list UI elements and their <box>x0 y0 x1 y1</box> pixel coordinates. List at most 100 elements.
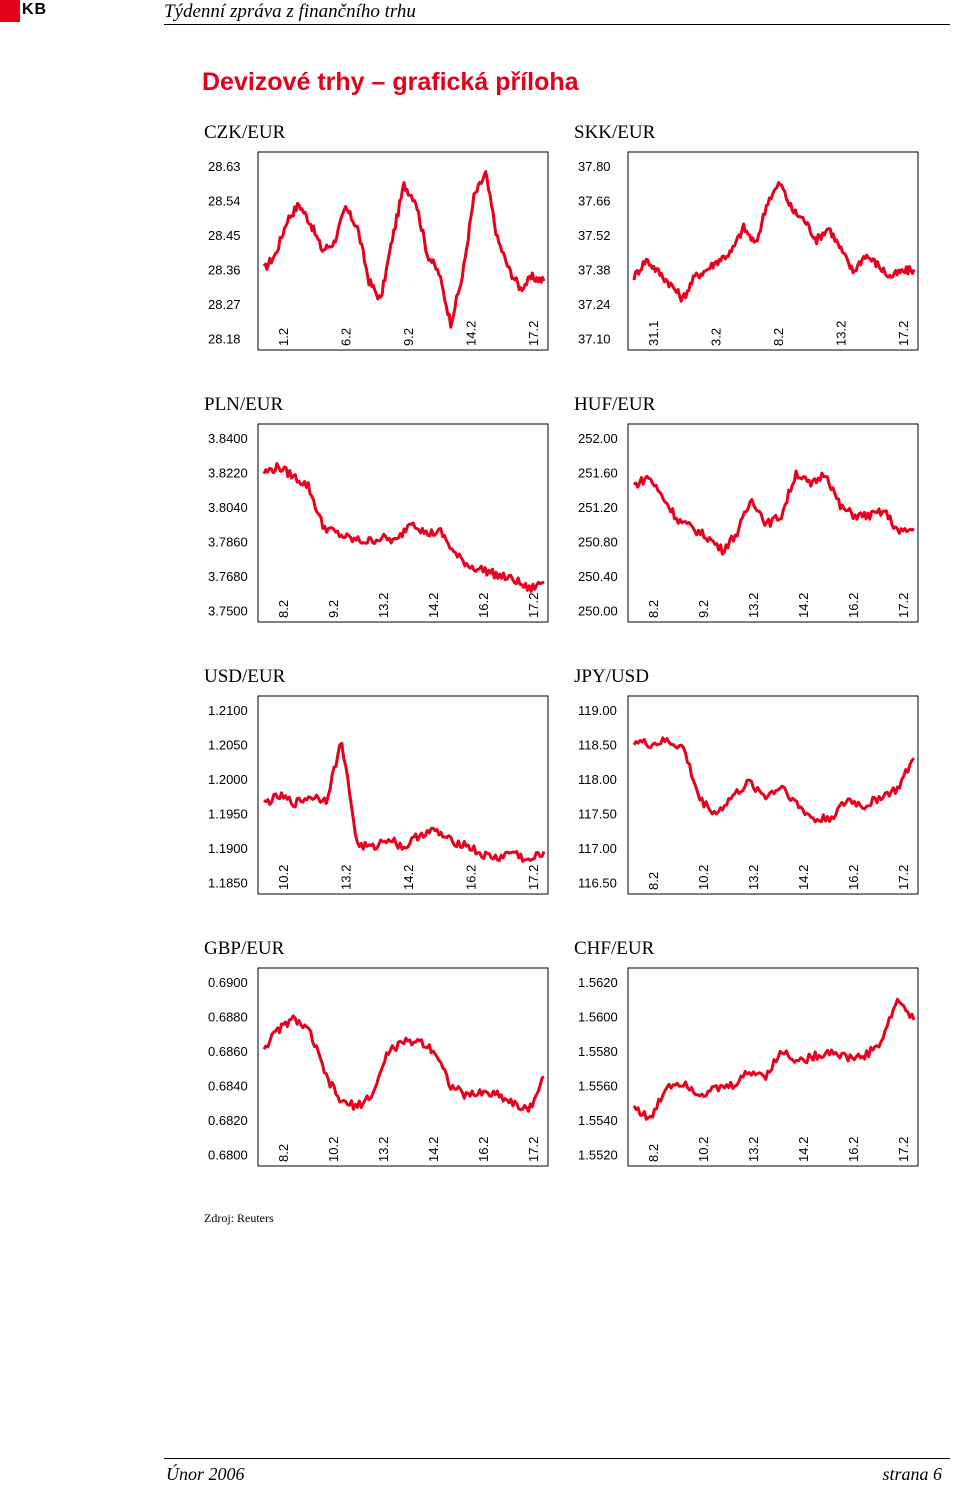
chart-title: SKK/EUR <box>574 122 656 143</box>
x-tick-label: 6.2 <box>339 328 354 346</box>
document-title: Týdenní zpráva z finančního trhu <box>164 1 416 22</box>
y-tick-label: 3.7680 <box>208 569 248 584</box>
x-tick-label: 14.2 <box>401 865 416 890</box>
y-tick-label: 1.5540 <box>578 1113 618 1128</box>
y-tick-label: 28.63 <box>208 159 241 174</box>
y-tick-label: 37.66 <box>578 194 611 209</box>
x-tick-label: 8.2 <box>646 1144 661 1162</box>
chart-svg: 119.00 118.50 118.00 117.50 117.00 116.50 8.2 1… <box>578 695 919 895</box>
series-line <box>262 170 546 329</box>
chart-title: PLN/EUR <box>204 394 284 415</box>
plot-frame <box>257 967 549 1167</box>
y-tick-label: 1.5620 <box>578 975 618 990</box>
x-tick-label: 13.2 <box>746 1137 761 1162</box>
y-tick-label: 37.24 <box>578 297 611 312</box>
y-tick-label: 28.45 <box>208 228 241 243</box>
y-tick-label: 1.5580 <box>578 1044 618 1059</box>
y-tick-label: 28.36 <box>208 263 241 278</box>
footer-date: Únor 2006 <box>166 1464 245 1484</box>
x-tick-label: 13.2 <box>376 593 391 618</box>
x-tick-label: 8.2 <box>646 600 661 618</box>
y-tick-label: 250.40 <box>578 569 618 584</box>
chart-svg: 28.63 28.54 28.45 28.36 28.27 28.18 1.2 6.2 9.2 1… <box>208 151 549 351</box>
plot-frame <box>627 151 919 351</box>
y-tick-label: 119.00 <box>578 703 617 718</box>
y-tick-label: 37.52 <box>578 228 611 243</box>
chart-skk-eur: SKK/EUR 37.80 37.66 37.52 37.38 37.24 37.10 31.… <box>572 122 932 384</box>
y-tick-label: 3.8400 <box>208 431 248 446</box>
x-tick-label: 16.2 <box>476 593 491 618</box>
chart-title: GBP/EUR <box>204 938 285 959</box>
x-tick-label: 9.2 <box>696 600 711 618</box>
chart-jpy-usd: JPY/USD 119.00 118.50 118.00 117.50 117.00 116… <box>572 666 932 928</box>
y-tick-label: 251.20 <box>578 500 618 515</box>
y-tick-label: 252.00 <box>578 431 618 446</box>
y-tick-label: 28.18 <box>208 332 241 347</box>
chart-gbp-eur: GBP/EUR 0.6900 0.6880 0.6860 0.6840 0.6820 0.6… <box>202 938 562 1200</box>
plot-frame <box>627 967 919 1167</box>
plot-frame <box>257 151 549 351</box>
chart-usd-eur: USD/EUR 1.2100 1.2050 1.2000 1.1950 1.1900 1.1… <box>202 666 562 928</box>
plot-frame <box>627 423 919 623</box>
x-tick-label: 14.2 <box>796 865 811 890</box>
series-line <box>263 741 546 863</box>
x-tick-label: 16.2 <box>464 865 479 890</box>
y-tick-label: 3.7500 <box>208 604 248 619</box>
y-tick-label: 37.80 <box>578 159 611 174</box>
y-tick-label: 0.6900 <box>208 975 248 990</box>
y-tick-label: 250.00 <box>578 604 618 619</box>
x-tick-label: 31.1 <box>646 321 661 346</box>
x-tick-label: 17.2 <box>896 865 911 890</box>
x-tick-label: 13.2 <box>834 321 849 346</box>
y-tick-label: 117.00 <box>578 841 617 856</box>
x-tick-label: 17.2 <box>526 321 541 346</box>
x-tick-label: 14.2 <box>464 321 479 346</box>
x-tick-label: 3.2 <box>709 328 724 346</box>
x-tick-label: 10.2 <box>696 1137 711 1162</box>
y-tick-label: 1.5520 <box>578 1148 618 1163</box>
x-tick-label: 9.2 <box>401 328 416 346</box>
x-tick-label: 14.2 <box>796 1137 811 1162</box>
series-line <box>632 181 916 303</box>
y-tick-label: 28.54 <box>208 194 241 209</box>
chart-svg: 37.80 37.66 37.52 37.38 37.24 37.10 31.1 3.2 8.2… <box>578 151 919 351</box>
x-tick-label: 17.2 <box>526 593 541 618</box>
y-tick-label: 0.6820 <box>208 1113 248 1128</box>
y-tick-label: 1.1900 <box>208 841 248 856</box>
x-tick-label: 14.2 <box>426 1137 441 1162</box>
chart-svg: 0.6900 0.6880 0.6860 0.6840 0.6820 0.6800 8.2 1… <box>208 967 549 1167</box>
series-line <box>632 997 916 1121</box>
chart-title: CZK/EUR <box>204 122 286 143</box>
y-tick-label: 0.6860 <box>208 1044 248 1059</box>
logo-text: KB <box>22 1 48 18</box>
y-tick-label: 118.50 <box>578 738 617 753</box>
header-rule <box>164 24 950 25</box>
y-tick-label: 0.6800 <box>208 1148 248 1163</box>
chart-svg: 252.00 251.60 251.20 250.80 250.40 250.00 8.2 9… <box>578 423 919 623</box>
x-tick-label: 1.2 <box>276 328 291 346</box>
x-tick-label: 13.2 <box>376 1137 391 1162</box>
x-tick-label: 14.2 <box>796 593 811 618</box>
x-tick-label: 16.2 <box>476 1137 491 1162</box>
series-line <box>262 1014 545 1113</box>
y-tick-label: 116.50 <box>578 876 617 891</box>
y-tick-label: 250.80 <box>578 535 618 550</box>
x-tick-label: 13.2 <box>339 865 354 890</box>
x-tick-label: 10.2 <box>276 865 291 890</box>
x-tick-label: 16.2 <box>846 865 861 890</box>
x-tick-label: 8.2 <box>276 600 291 618</box>
y-tick-label: 3.8220 <box>208 466 248 481</box>
y-tick-label: 118.00 <box>578 772 617 787</box>
series-line <box>633 469 915 556</box>
chart-title: CHF/EUR <box>574 938 655 959</box>
y-tick-label: 1.5600 <box>578 1010 618 1025</box>
series-line <box>262 462 545 593</box>
y-tick-label: 0.6880 <box>208 1010 248 1025</box>
y-tick-label: 37.10 <box>578 332 611 347</box>
x-tick-label: 8.2 <box>646 872 661 890</box>
source-note: Zdroj: Reuters <box>204 1211 274 1225</box>
y-tick-label: 1.1850 <box>208 876 248 891</box>
y-tick-label: 3.7860 <box>208 535 248 550</box>
y-tick-label: 1.5560 <box>578 1079 618 1094</box>
y-tick-label: 1.2050 <box>208 738 248 753</box>
